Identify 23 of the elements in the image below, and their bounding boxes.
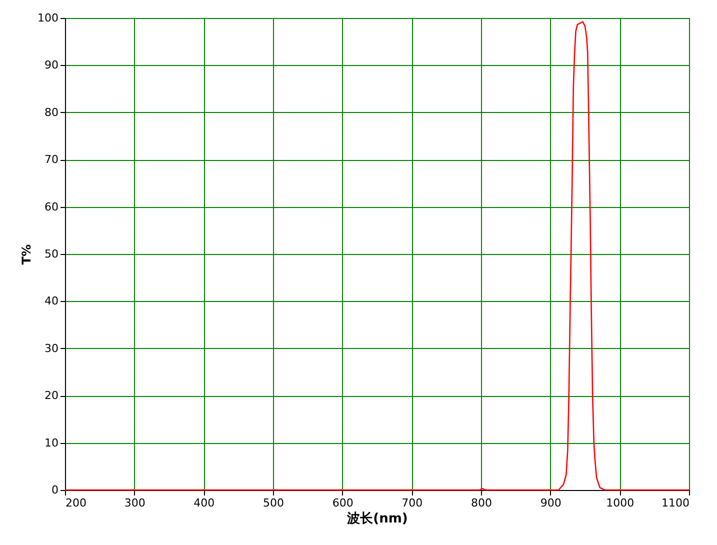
x-tick-label: 500	[263, 496, 284, 510]
x-tick-label: 1100	[662, 496, 690, 510]
x-tick-label: 1000	[606, 496, 634, 510]
y-tick-label: 80	[44, 106, 58, 119]
x-tick-label: 700	[402, 496, 423, 510]
y-tick-label: 30	[44, 342, 58, 355]
y-tick-label: 60	[44, 200, 58, 214]
x-tick-label: 300	[124, 496, 146, 510]
x-tick-label: 800	[471, 496, 492, 510]
x-tick-label: 600	[332, 496, 354, 510]
y-axis-title: T%	[20, 244, 34, 265]
y-tick-label: 0	[52, 484, 58, 496]
y-tick-label: 90	[44, 58, 58, 72]
x-tick-label: 200	[66, 496, 86, 510]
y-tick-label: 50	[44, 248, 58, 260]
x-tick-label: 900	[540, 496, 562, 510]
y-tick-label: 40	[44, 294, 58, 308]
y-tick-label: 10	[44, 436, 58, 450]
y-tick-label: 100	[38, 12, 58, 24]
y-tick-label: 70	[44, 153, 58, 166]
y-tick-label: 20	[44, 389, 58, 402]
x-axis-title: 波长(nm)	[346, 512, 408, 526]
x-tick-label: 400	[194, 496, 215, 510]
